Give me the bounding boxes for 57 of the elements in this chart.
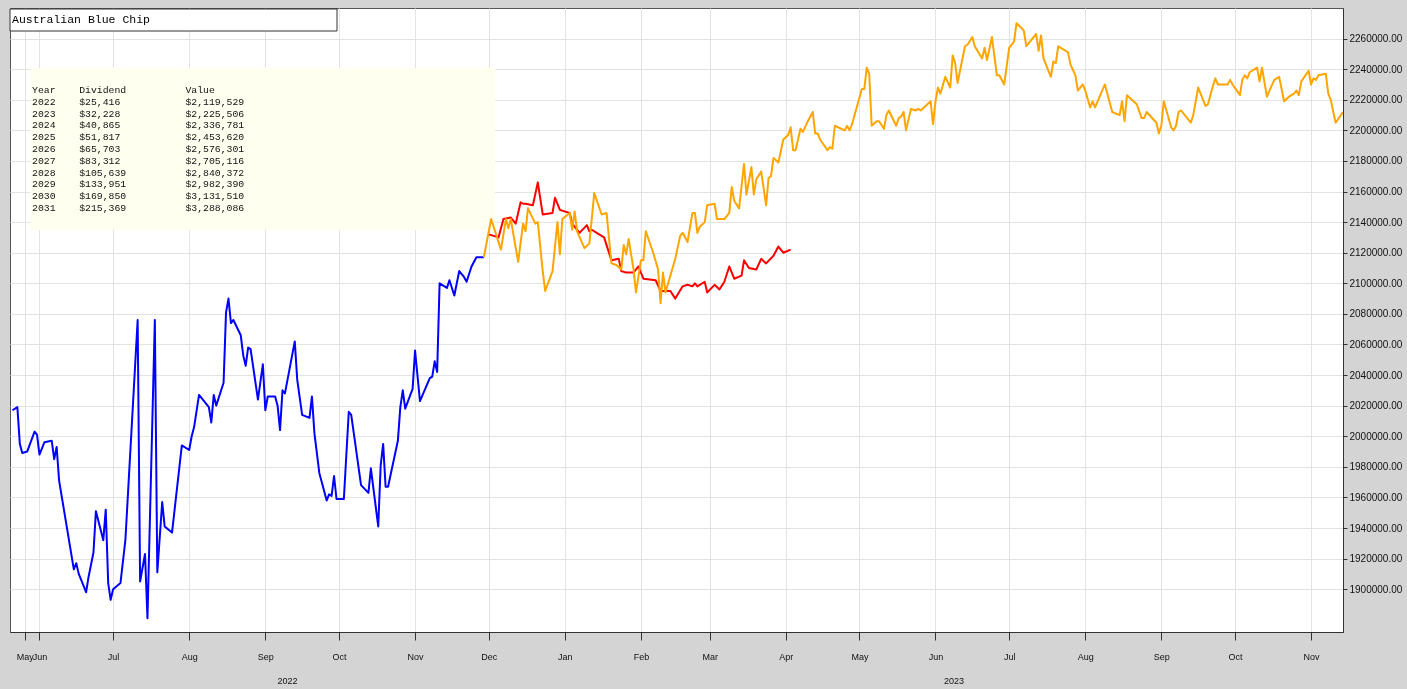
x-tick-label: Dec bbox=[481, 651, 498, 662]
x-tick-label: Feb bbox=[633, 651, 650, 662]
text: 2022 bbox=[277, 676, 298, 686]
y-tick-label: 2120000.00 bbox=[1349, 247, 1403, 259]
x-tick-label: Apr bbox=[779, 651, 794, 662]
y-tick-label: 2060000.00 bbox=[1349, 338, 1403, 350]
x-tick-label: Jun bbox=[32, 651, 48, 662]
text: $25,416 $2,119,529 bbox=[79, 96, 245, 108]
text: 2031 $215,369 $3,288,086 bbox=[32, 203, 245, 214]
chart-title: Australian Blue Chip bbox=[12, 13, 151, 26]
x-tick-label: Nov bbox=[1303, 651, 1321, 662]
y-tick-label: 1980000.00 bbox=[1349, 461, 1403, 473]
x-tick-label: Sep bbox=[1153, 651, 1170, 662]
y-tick-label: 1900000.00 bbox=[1349, 583, 1403, 595]
x-tick-label: Nov bbox=[407, 651, 425, 662]
text: 2029 $133,951 $2,982,390 bbox=[32, 179, 245, 191]
y-tick-label: 2000000.00 bbox=[1349, 430, 1403, 442]
line-series bbox=[482, 22, 1343, 305]
y-tick-label: 2020000.00 bbox=[1349, 400, 1403, 412]
x-tick-label: Jan bbox=[558, 651, 573, 662]
y-tick-label: 2180000.00 bbox=[1349, 155, 1403, 167]
x-tick-label: Oct bbox=[332, 651, 347, 662]
x-tick-label: Jul bbox=[1003, 651, 1016, 662]
line-series bbox=[487, 181, 792, 300]
line-series bbox=[11, 256, 485, 620]
text: 2028 $105,639 $2,840,372 bbox=[32, 167, 245, 179]
annotation: 2022 bbox=[32, 96, 56, 108]
y-tick-label: 1960000.00 bbox=[1349, 491, 1403, 503]
x-tick-label: Jul bbox=[107, 651, 120, 662]
x-tick-label: Mar bbox=[702, 651, 718, 662]
y-tick-label: 2240000.00 bbox=[1349, 63, 1403, 75]
text: Year Dividend Value bbox=[32, 85, 215, 96]
text: 2023 bbox=[943, 676, 964, 686]
y-tick-label: 2160000.00 bbox=[1349, 186, 1403, 198]
y-tick-label: 1940000.00 bbox=[1349, 522, 1403, 534]
annotation: 2023 bbox=[32, 108, 56, 120]
y-tick-label: 2040000.00 bbox=[1349, 369, 1403, 381]
text: 2025 $51,817 $2,453,620 bbox=[32, 132, 245, 144]
x-tick-label: May bbox=[851, 651, 869, 662]
y-tick-label: 2200000.00 bbox=[1349, 124, 1403, 136]
x-tick-label: May bbox=[16, 651, 35, 662]
y-tick-label: 2100000.00 bbox=[1349, 277, 1403, 289]
text: 2024 $40,865 $2,336,781 bbox=[32, 120, 245, 132]
y-tick-label: 2260000.00 bbox=[1349, 33, 1403, 45]
text: 2027 $83,312 $2,705,116 bbox=[32, 155, 245, 167]
y-tick-label: 1920000.00 bbox=[1349, 553, 1403, 565]
y-tick-label: 2140000.00 bbox=[1349, 216, 1403, 228]
y-tick-label: 2220000.00 bbox=[1349, 94, 1403, 106]
x-tick-label: Aug bbox=[1077, 651, 1094, 662]
x-tick-label: Aug bbox=[181, 651, 198, 662]
text: 2026 $65,703 $2,576,301 bbox=[32, 144, 245, 155]
x-tick-label: Jun bbox=[928, 651, 944, 662]
y-tick-label: 2080000.00 bbox=[1349, 308, 1403, 320]
text: 2030 $169,850 $3,131,510 bbox=[32, 191, 245, 203]
text: $32,228 $2,225,506 bbox=[79, 108, 245, 120]
x-tick-label: Sep bbox=[257, 651, 274, 662]
x-tick-label: Oct bbox=[1228, 651, 1243, 662]
